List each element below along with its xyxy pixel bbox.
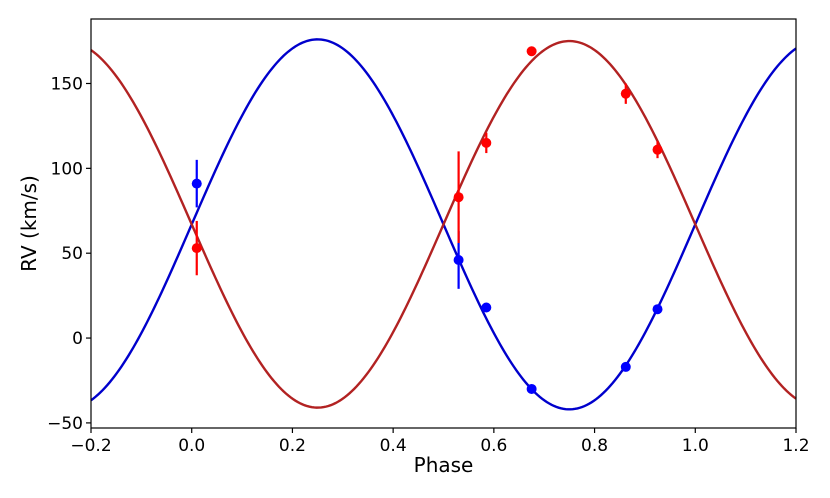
x-tick-label: 0.2 [279,436,306,456]
y-tick-label: −50 [47,414,83,434]
series-1-point-5 [620,361,631,372]
data-marker [481,137,492,148]
data-marker [191,243,202,254]
series-2-point-1 [191,220,202,276]
y-tick-label: 150 [51,74,83,94]
data-points [191,46,663,394]
y-axis-label: RV (km/s) [17,175,41,272]
x-tick-label: 0.6 [480,436,507,456]
data-marker [652,144,663,155]
data-marker [620,88,631,99]
data-marker [481,302,492,313]
data-marker [652,304,663,315]
data-marker [526,46,537,57]
series-1-point-6 [652,304,663,315]
y-tick-label: 0 [72,329,83,349]
x-axis-label: Phase [414,453,474,477]
x-tick-label: 0.8 [581,436,608,456]
series-1-point-3 [481,302,492,313]
series-2-point-3 [481,132,492,154]
data-marker [526,383,537,394]
x-tick-label: 1.0 [682,436,709,456]
y-tick-label: 100 [51,159,83,179]
plot-frame [90,18,797,429]
series-1-point-1 [191,159,202,208]
x-tick-label: 0.4 [380,436,407,456]
x-axis-ticks: −0.2 0.0 0.2 0.4 0.6 0.8 1.0 1.2 [70,428,810,456]
x-tick-label: 0.0 [178,436,205,456]
series-2-point-4 [526,46,537,57]
x-tick-label: −0.2 [70,436,111,456]
series-2-point-2 [453,151,464,244]
data-marker [191,178,202,189]
data-marker [453,192,464,203]
data-marker [453,254,464,265]
series-2-point-6 [652,141,663,159]
model-curve-2 [90,39,797,409]
data-marker [620,361,631,372]
series-2-point-5 [620,83,631,104]
model-curves [90,38,797,411]
y-axis-ticks: −50 0 50 100 150 [47,74,91,434]
series-1-point-4 [526,383,537,394]
y-tick-label: 50 [61,244,83,264]
x-tick-label: 1.2 [782,436,809,456]
